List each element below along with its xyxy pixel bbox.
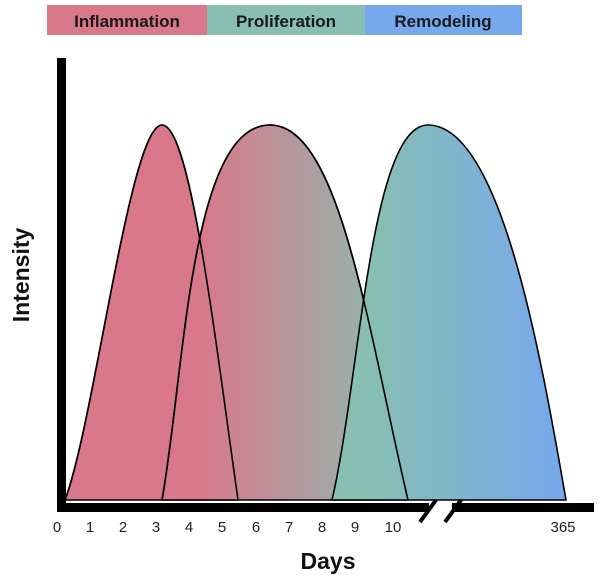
legend-swatch-remodeling (365, 5, 522, 35)
y-axis-line (57, 58, 66, 512)
x-tick-5: 5 (218, 519, 226, 536)
legend-label-inflammation: Inflammation (74, 12, 180, 31)
x-tick-0: 0 (53, 519, 61, 536)
legend-swatch-proliferation (207, 5, 365, 35)
x-tick-labels: 0 1 2 3 4 5 6 7 8 9 10 365 (53, 519, 576, 536)
x-tick-3: 3 (152, 519, 160, 536)
phase-outline-inflammation (64, 124, 239, 501)
legend-item-remodeling: Remodeling (365, 5, 522, 35)
x-axis-line-left (57, 503, 429, 512)
x-tick-1: 1 (86, 519, 94, 536)
legend-item-inflammation: Inflammation (47, 5, 207, 35)
x-tick-4: 4 (185, 519, 193, 536)
y-axis-title: Intensity (8, 228, 34, 323)
legend: Inflammation Proliferation Remodeling (47, 5, 522, 35)
x-axis-line-right (452, 503, 594, 512)
x-tick-8: 8 (318, 519, 326, 536)
x-tick-9: 9 (351, 519, 359, 536)
axes (57, 58, 594, 524)
x-tick-6: 6 (252, 519, 260, 536)
x-tick-7: 7 (285, 519, 293, 536)
axis-break-mark (418, 498, 463, 524)
x-tick-10: 10 (385, 519, 402, 536)
legend-label-remodeling: Remodeling (394, 12, 491, 31)
phase-outline-proliferation (161, 124, 409, 501)
x-tick-365: 365 (550, 519, 575, 536)
x-tick-2: 2 (119, 519, 127, 536)
phase-area-remodeling (330, 124, 567, 501)
x-axis-title: Days (301, 548, 356, 574)
legend-item-proliferation: Proliferation (207, 5, 365, 35)
legend-swatch-inflammation (47, 5, 207, 35)
legend-label-proliferation: Proliferation (236, 12, 336, 31)
plot-area (63, 124, 567, 501)
